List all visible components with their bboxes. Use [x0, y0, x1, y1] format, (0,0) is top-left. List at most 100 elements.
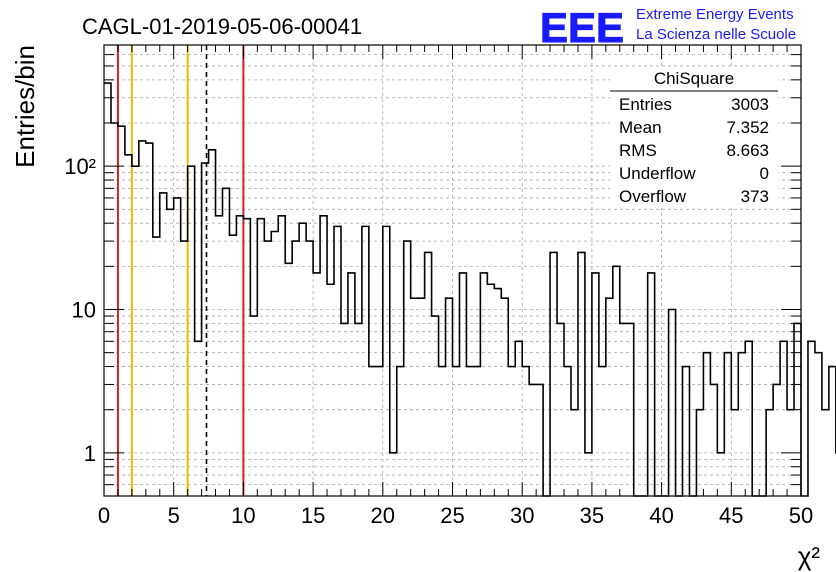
histogram-bin: [118, 126, 125, 496]
histogram-bin: [257, 219, 264, 496]
histogram-bin: [341, 323, 348, 496]
histogram-bin: [710, 384, 717, 496]
y-tick-label: 10²: [64, 154, 96, 179]
plot-frame: [103, 44, 802, 497]
histogram: [104, 82, 836, 497]
histogram-bin: [390, 453, 397, 496]
histogram-bin: [606, 298, 613, 496]
histogram-bin: [264, 241, 271, 496]
histogram-bin: [453, 367, 460, 496]
x-tick-label: 15: [301, 503, 325, 528]
grid: [104, 44, 801, 497]
histogram-bin: [724, 353, 731, 496]
histogram-bin: [222, 188, 229, 496]
histogram-bin: [299, 223, 306, 496]
histogram-bin: [592, 273, 599, 496]
x-tick-label: 30: [510, 503, 534, 528]
histogram-bin: [480, 273, 487, 496]
x-tick-label: 0: [98, 503, 110, 528]
histogram-bin: [515, 341, 522, 496]
histogram-bin: [236, 216, 243, 496]
eee-logo-text: EEE: [540, 4, 624, 51]
histogram-bin: [599, 367, 606, 496]
stats-row-label: Entries: [619, 95, 672, 114]
stats-row-label: Underflow: [619, 164, 696, 183]
x-axis-label: χ²: [798, 541, 821, 571]
histogram-bin: [153, 237, 160, 496]
eee-logo: EEE: [540, 4, 625, 52]
histogram-bin: [292, 241, 299, 496]
histogram-bin: [571, 410, 578, 496]
stats-rows: Entries 3003 Mean 7.352 RMS 8.663 Underflow 0 Ov…: [619, 95, 769, 206]
histogram-bin: [202, 163, 209, 496]
histogram-bin: [508, 367, 515, 496]
histogram-bin: [466, 367, 473, 496]
x-tick-label: 35: [580, 503, 604, 528]
histogram-bin: [174, 198, 181, 496]
histogram-bin: [703, 353, 710, 496]
histogram-bin: [411, 298, 418, 496]
stats-row-value: 373: [741, 187, 769, 206]
histogram-bin: [432, 316, 439, 496]
histogram-bin: [425, 252, 432, 496]
x-tick-label: 10: [231, 503, 255, 528]
histogram-bin: [271, 232, 278, 496]
histogram-bin: [487, 284, 494, 496]
histogram-bin: [683, 367, 690, 496]
histogram-bin: [696, 410, 703, 496]
histogram-bin: [167, 209, 174, 496]
branding-line1: Extreme Energy Events: [636, 6, 794, 23]
stats-row-value: 7.352: [726, 118, 769, 137]
histogram-bin: [369, 367, 376, 496]
histogram-bin: [557, 323, 564, 496]
histogram-bin: [745, 341, 752, 496]
histogram-bin: [529, 384, 536, 496]
histogram-bin: [195, 341, 202, 496]
histogram-bin: [564, 367, 571, 496]
histogram-bin: [808, 341, 815, 496]
histogram-bin: [501, 298, 508, 496]
histogram-bin: [209, 150, 216, 496]
chart-title: CAGL-01-2019-05-06-00041: [82, 14, 362, 39]
histogram-bin: [717, 453, 724, 496]
reference-lines: [116, 45, 245, 496]
histogram-bin: [459, 273, 466, 496]
histogram-bin: [766, 410, 773, 496]
x-tick-label: 45: [719, 503, 743, 528]
histogram-bin: [731, 410, 738, 496]
stats-row-label: Overflow: [619, 187, 687, 206]
histogram-bin: [181, 241, 188, 496]
x-tick-label: 40: [649, 503, 673, 528]
histogram-bin: [780, 341, 787, 496]
x-tick-label: 25: [440, 503, 464, 528]
histogram-bin: [829, 367, 836, 496]
histogram-outline: [104, 82, 836, 497]
histogram-bin: [327, 284, 334, 496]
histogram-bin: [648, 273, 655, 496]
histogram-bin: [313, 273, 320, 496]
stats-row-value: 8.663: [726, 141, 769, 160]
histogram-bin: [383, 226, 390, 496]
histogram-bin: [439, 367, 446, 496]
histogram-bin: [362, 226, 369, 496]
histogram-bin: [494, 289, 501, 496]
stats-title: ChiSquare: [654, 69, 734, 88]
histogram-bin: [285, 263, 292, 496]
histogram-bin: [132, 166, 139, 496]
histogram-bin: [320, 216, 327, 496]
histogram-bin: [104, 83, 111, 496]
histogram-bin: [446, 298, 453, 496]
histogram-bin: [139, 141, 146, 496]
histogram-bin: [306, 241, 313, 496]
stats-box: ChiSquare Entries 3003 Mean 7.352 RMS 8.663 Un…: [610, 68, 778, 208]
histogram-bin: [550, 252, 557, 496]
branding-line2: La Scienza nelle Scuole: [636, 26, 796, 43]
histogram-bin: [376, 367, 383, 496]
histogram-bin: [613, 266, 620, 496]
histogram-bin: [669, 309, 676, 496]
histogram-bin: [278, 216, 285, 496]
histogram-bin: [125, 155, 132, 496]
histogram-bin: [188, 166, 195, 496]
y-tick-label: 10: [72, 297, 96, 322]
